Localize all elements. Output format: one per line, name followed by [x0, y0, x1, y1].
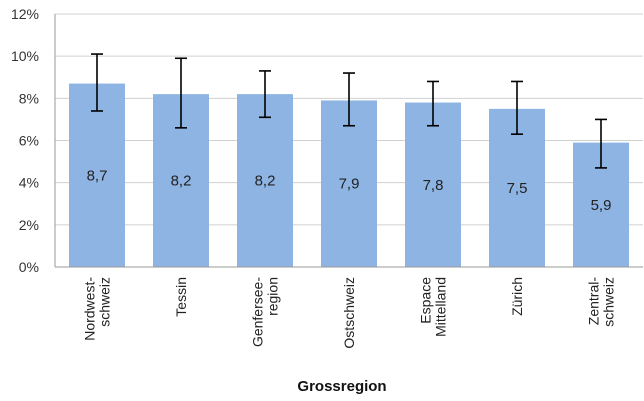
x-tick-label: Nordwest-schweiz: [82, 277, 113, 341]
x-tick-label: Genfersee-region: [250, 277, 281, 347]
x-tick-label: EspaceMittelland: [418, 277, 449, 337]
x-tick-label: Zürich: [509, 277, 525, 316]
data-label: 7,5: [507, 180, 528, 197]
bar: [237, 94, 293, 267]
bar: [489, 108, 545, 267]
x-tick-label: Tessin: [173, 277, 189, 317]
y-tick-label: 6%: [19, 133, 39, 149]
data-label: 7,8: [423, 177, 444, 194]
y-tick-label: 4%: [19, 175, 39, 191]
x-tick-label: Zentral-schweiz: [586, 277, 617, 327]
data-label: 8,7: [87, 167, 108, 184]
data-label: 7,9: [339, 176, 360, 193]
x-tick-label: Ostschweiz: [341, 277, 357, 349]
y-tick-label: 0%: [19, 259, 39, 275]
bar: [321, 100, 377, 267]
y-tick-label: 10%: [11, 48, 39, 64]
data-label: 8,2: [171, 173, 192, 190]
bar: [69, 83, 125, 267]
y-tick-label: 2%: [19, 217, 39, 233]
y-tick-label: 12%: [11, 6, 39, 22]
data-label: 5,9: [591, 197, 612, 214]
x-axis-title: Grossregion: [297, 378, 386, 395]
y-tick-label: 8%: [19, 90, 39, 106]
data-label: 8,2: [255, 173, 276, 190]
bar: [405, 102, 461, 267]
